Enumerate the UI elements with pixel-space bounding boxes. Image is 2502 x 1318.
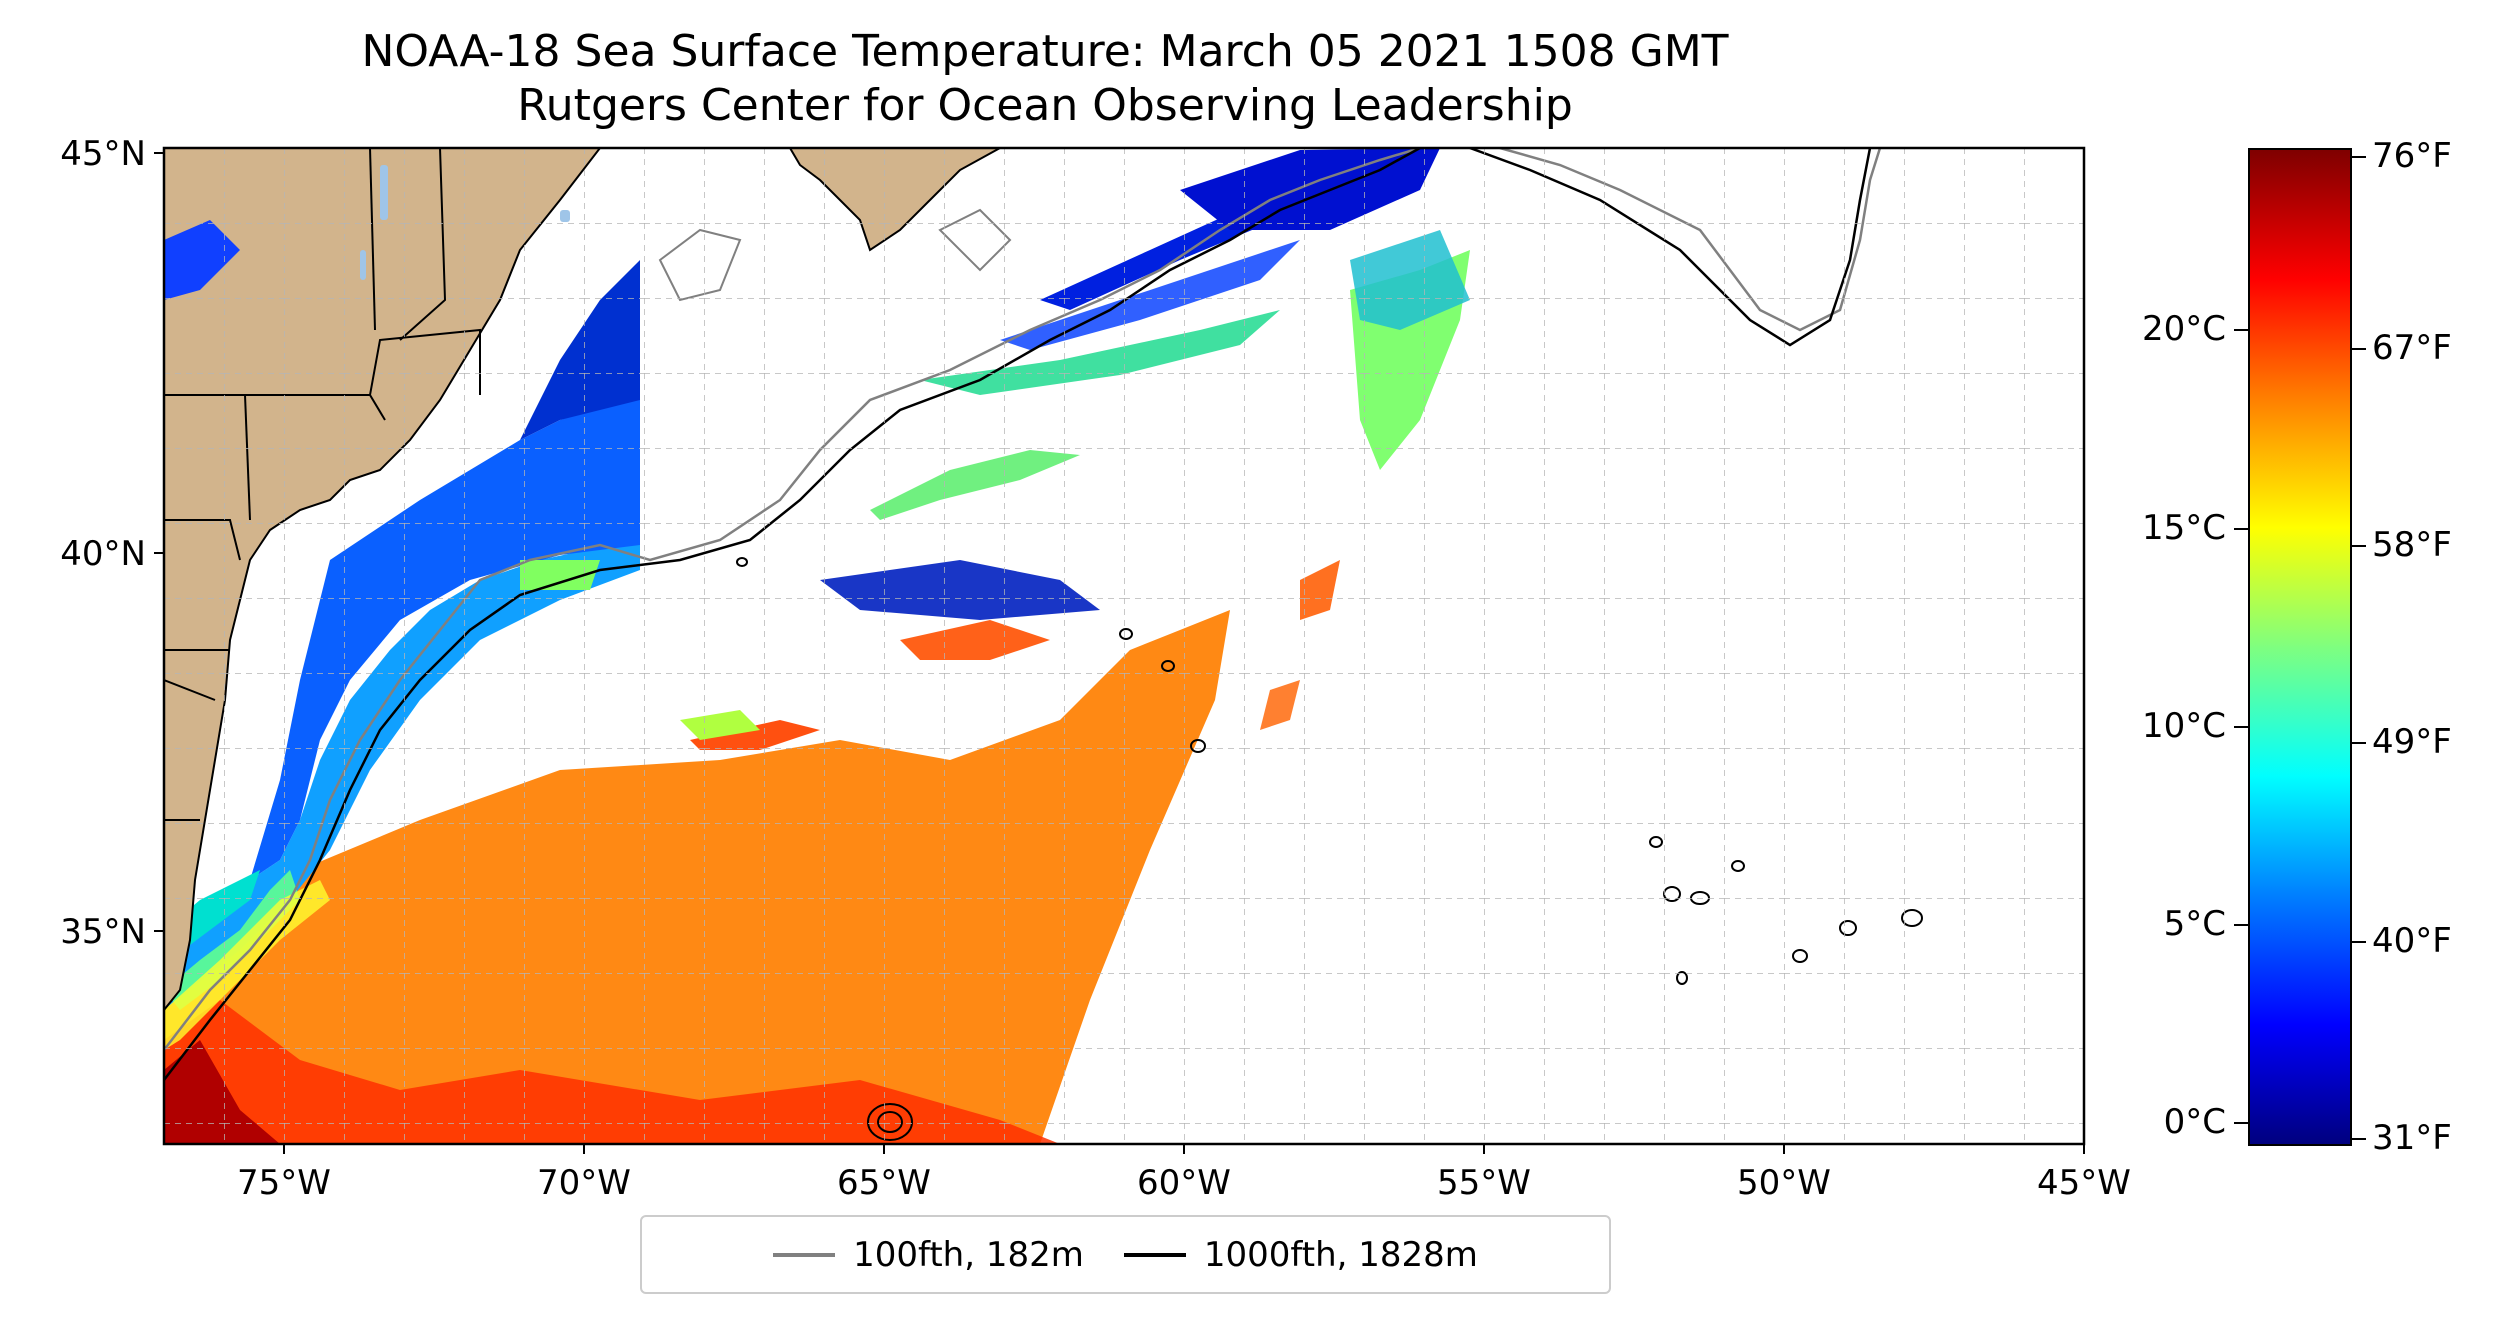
colorbar-f-label: 31°F	[2372, 1118, 2452, 1158]
colorbar-c-label: 0°C	[2163, 1102, 2226, 1142]
legend-line-1000fth	[1123, 1252, 1186, 1257]
colorbar-f-label: 76°F	[2372, 136, 2452, 176]
colorbar-c-tick	[2234, 924, 2248, 926]
colorbar	[2248, 148, 2352, 1146]
colorbar-f-tick	[2352, 742, 2366, 744]
map-title: NOAA-18 Sea Surface Temperature: March 0…	[361, 26, 1729, 77]
colorbar-f-label: 67°F	[2372, 328, 2452, 368]
lon-tick-label: 45°W	[2037, 1163, 2131, 1203]
lon-tick-label: 50°W	[1737, 1163, 1831, 1203]
colorbar-f-label: 49°F	[2372, 722, 2452, 762]
map-subtitle: Rutgers Center for Ocean Observing Leade…	[517, 80, 1573, 131]
colorbar-c-label: 15°C	[2141, 508, 2226, 548]
lat-ticks: 45°N 40°N 35°N	[60, 134, 164, 952]
colorbar-c-label: 20°C	[2141, 309, 2226, 349]
colorbar-f-tick	[2352, 1138, 2366, 1140]
lon-tick-label: 75°W	[237, 1163, 331, 1203]
legend-label-1000fth: 1000fth, 1828m	[1203, 1234, 1478, 1275]
colorbar-f-tick	[2352, 941, 2366, 943]
graticule	[164, 148, 2084, 1144]
colorbar-c-tick	[2234, 1122, 2248, 1124]
lon-tick-label: 60°W	[1137, 1163, 1231, 1203]
colorbar-c-tick	[2234, 528, 2248, 530]
map-frame	[162, 146, 2086, 1146]
colorbar-f-tick	[2352, 156, 2366, 158]
legend-label-100fth: 100fth, 182m	[853, 1234, 1084, 1275]
colorbar-c-tick	[2234, 329, 2248, 331]
map-legend: 100fth, 182m 1000fth, 1828m	[640, 1215, 1611, 1294]
colorbar-c-label: 10°C	[2141, 706, 2226, 746]
legend-item-1000fth: 1000fth, 1828m	[1123, 1234, 1478, 1275]
lat-tick-label: 40°N	[60, 534, 146, 574]
lon-ticks: 75°W 70°W 65°W 60°W 55°W 50°W 45°W	[237, 1144, 2131, 1203]
lat-tick-label: 45°N	[60, 134, 146, 174]
colorbar-c-tick	[2234, 726, 2248, 728]
colorbar-f-tick	[2352, 348, 2366, 350]
lon-tick-label: 70°W	[537, 1163, 631, 1203]
colorbar-f-label: 40°F	[2372, 921, 2452, 961]
lon-tick-label: 65°W	[837, 1163, 931, 1203]
colorbar-f-tick	[2352, 545, 2366, 547]
colorbar-c-label: 5°C	[2163, 904, 2226, 944]
legend-item-100fth: 100fth, 182m	[773, 1235, 1084, 1275]
colorbar-f-label: 58°F	[2372, 525, 2452, 565]
lat-tick-label: 35°N	[60, 912, 146, 952]
lon-tick-label: 55°W	[1437, 1163, 1531, 1203]
legend-line-100fth	[773, 1252, 836, 1257]
